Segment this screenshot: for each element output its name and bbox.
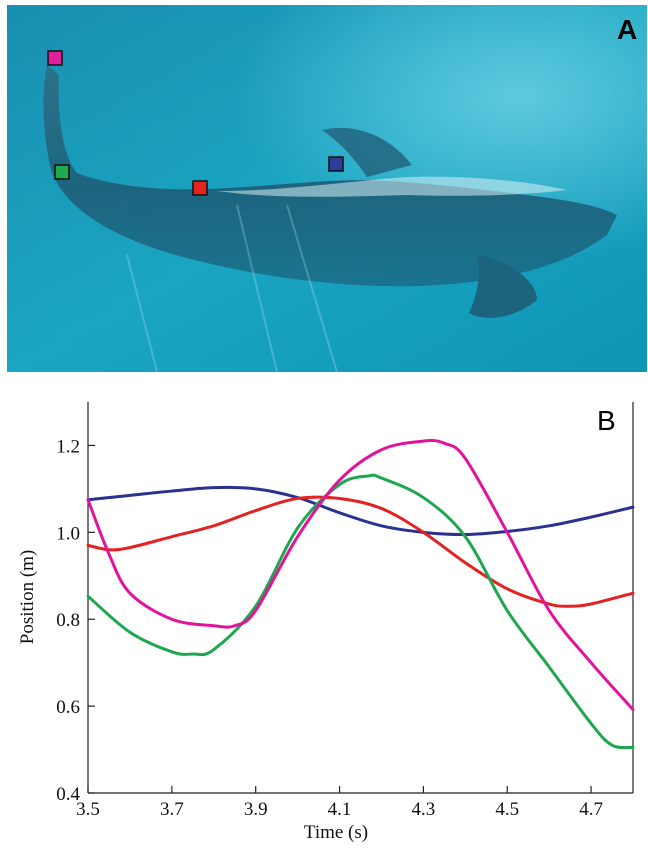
y-tick-label: 1.2	[56, 436, 80, 457]
x-tick-label: 4.7	[579, 799, 603, 820]
green-series-line	[86, 473, 635, 750]
position-chart: 0.40.60.81.01.2 3.5 3.7 3.9 4.1 4.3 4.5 4.7 B …	[17, 402, 635, 843]
red-marker	[192, 180, 208, 196]
blue-series-line	[86, 485, 635, 537]
x-tick-label: 4.5	[495, 799, 519, 820]
panel-b-label: B	[597, 405, 616, 436]
x-tick-label: 3.7	[160, 799, 184, 820]
blue-marker	[328, 156, 344, 172]
x-tick-label: 3.5	[76, 799, 100, 820]
dolphin-silhouette	[43, 65, 617, 318]
x-tick-label: 3.9	[244, 799, 268, 820]
y-tick-label: 0.8	[56, 610, 80, 631]
dolphin-photo: A	[7, 5, 647, 372]
pink-marker	[47, 50, 63, 66]
y-tick-label: 1.0	[56, 523, 80, 544]
x-axis-title: Time (s)	[304, 822, 368, 843]
green-marker	[54, 164, 70, 180]
red-series-line	[86, 495, 635, 608]
y-tick-label: 0.6	[56, 697, 80, 718]
x-tick-label: 4.3	[412, 799, 436, 820]
y-axis-title: Position (m)	[17, 550, 38, 644]
pink-series-line	[86, 439, 635, 712]
panel-a-label: A	[617, 14, 637, 45]
y-tick-label: 0.4	[56, 784, 80, 805]
x-tick-label: 4.1	[328, 799, 352, 820]
